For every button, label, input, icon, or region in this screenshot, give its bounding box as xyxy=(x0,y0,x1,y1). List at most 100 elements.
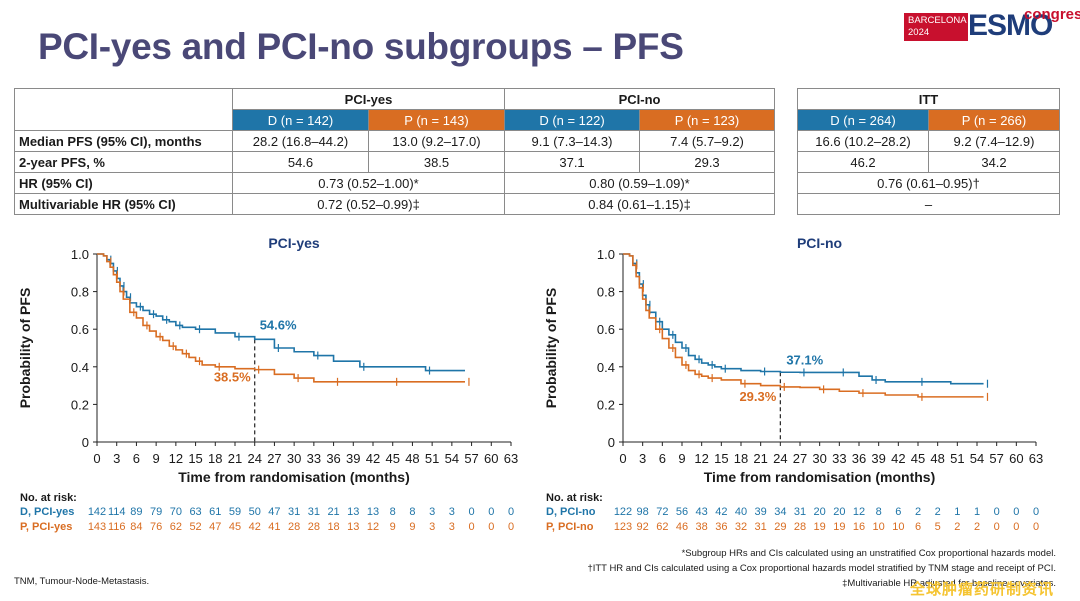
at-risk-value: 0 xyxy=(488,506,494,518)
x-tick-label: 63 xyxy=(1029,451,1043,466)
table-row: HR (95% CI) 0.73 (0.52–1.00)* 0.80 (0.59… xyxy=(14,172,776,194)
x-tick-label: 39 xyxy=(346,451,360,466)
x-tick-label: 33 xyxy=(307,451,321,466)
at-risk-value: 46 xyxy=(676,521,688,533)
at-risk-value: 2 xyxy=(915,506,921,518)
x-tick-label: 48 xyxy=(405,451,419,466)
y-tick-label: 0.6 xyxy=(71,322,89,337)
at-risk-value: 6 xyxy=(895,506,901,518)
x-tick-label: 60 xyxy=(484,451,498,466)
y-tick-label: 0.2 xyxy=(71,397,89,412)
at-risk-value: 0 xyxy=(1013,506,1019,518)
logo-suffix: congress xyxy=(1024,6,1080,23)
at-risk-value: 16 xyxy=(853,521,865,533)
at-risk-value: 61 xyxy=(209,506,221,518)
at-risk-value: 31 xyxy=(308,506,320,518)
at-risk-value: 19 xyxy=(833,521,845,533)
x-tick-label: 24 xyxy=(247,451,261,466)
at-risk-value: 20 xyxy=(833,506,845,518)
at-risk-value: 8 xyxy=(409,506,415,518)
table-cell: 9.1 (7.3–14.3) xyxy=(504,130,641,152)
y-tick-label: 0.4 xyxy=(597,360,615,375)
at-risk-value: 21 xyxy=(327,506,339,518)
table-row: – xyxy=(797,193,1060,215)
at-risk-value: 10 xyxy=(873,521,885,533)
x-tick-label: 9 xyxy=(678,451,685,466)
at-risk-value: 84 xyxy=(130,521,142,533)
table-row: 2-year PFS, % 54.6 38.5 37.1 29.3 xyxy=(14,151,776,173)
y-tick-label: 0.6 xyxy=(597,322,615,337)
at-risk-value: 0 xyxy=(508,521,514,533)
x-axis-label: Time from randomisation (months) xyxy=(178,469,410,485)
x-tick-label: 39 xyxy=(871,451,885,466)
esmo-congress-logo: BARCELONA 2024 ESMO congress xyxy=(904,6,1080,46)
x-tick-label: 63 xyxy=(504,451,518,466)
at-risk-value: 8 xyxy=(876,506,882,518)
x-tick-label: 60 xyxy=(1009,451,1023,466)
at-risk-value: 5 xyxy=(935,521,941,533)
at-risk-value: 6 xyxy=(915,521,921,533)
at-risk-heading: No. at risk: xyxy=(546,492,603,504)
at-risk-value: 62 xyxy=(656,521,668,533)
row-label: Median PFS (95% CI), months xyxy=(14,130,233,152)
x-tick-label: 30 xyxy=(287,451,301,466)
results-table-subgroups: PCI-yes PCI-no D (n = 142) P (n = 143) D… xyxy=(14,88,776,215)
x-tick-label: 45 xyxy=(385,451,399,466)
at-risk-value: 13 xyxy=(347,521,359,533)
table-row: 0.76 (0.61–0.95)† xyxy=(797,172,1060,194)
x-tick-label: 42 xyxy=(366,451,380,466)
at-risk-value: 40 xyxy=(735,506,747,518)
at-risk-value: 12 xyxy=(367,521,379,533)
x-tick-label: 12 xyxy=(694,451,708,466)
y-tick-label: 0.8 xyxy=(597,285,615,300)
at-risk-value: 0 xyxy=(994,521,1000,533)
at-risk-value: 2 xyxy=(974,521,980,533)
at-risk-value: 10 xyxy=(892,521,904,533)
x-tick-label: 33 xyxy=(832,451,846,466)
arm-header-p-pci-no: P (n = 123) xyxy=(639,109,776,131)
x-tick-label: 36 xyxy=(326,451,340,466)
x-tick-label: 57 xyxy=(464,451,478,466)
at-risk-value: 3 xyxy=(429,521,435,533)
at-risk-value: 63 xyxy=(189,506,201,518)
footnote-multivariable-hr: ‡Multivariable HR adjusted for baseline … xyxy=(842,578,1056,589)
group-header-pci-yes: PCI-yes xyxy=(231,88,506,110)
arm-header-d-itt: D (n = 264) xyxy=(797,109,929,131)
at-risk-value: 42 xyxy=(249,521,261,533)
at-risk-value: 72 xyxy=(656,506,668,518)
at-risk-value: 3 xyxy=(429,506,435,518)
table-cell: 54.6 xyxy=(232,151,369,173)
at-risk-value: 3 xyxy=(449,521,455,533)
at-risk-value: 13 xyxy=(347,506,359,518)
x-tick-label: 9 xyxy=(153,451,160,466)
logo-year: 2024 xyxy=(908,27,930,38)
at-risk-name-p-pci-yes: P, PCI-yes xyxy=(20,521,72,533)
x-tick-label: 0 xyxy=(93,451,100,466)
at-risk-value: 31 xyxy=(288,506,300,518)
at-risk-value: 79 xyxy=(150,506,162,518)
landmark-label-d-pci-no: 37.1% xyxy=(786,352,823,367)
table-cell: 0.72 (0.52–0.99)‡ xyxy=(231,193,506,215)
table-cell: 7.4 (5.7–9.2) xyxy=(639,130,776,152)
y-tick-label: 1.0 xyxy=(71,247,89,262)
x-tick-label: 21 xyxy=(228,451,242,466)
footnote-subgroup-hr: *Subgroup HRs and CIs calculated using a… xyxy=(681,548,1056,559)
landmark-label-p-pci-yes: 38.5% xyxy=(214,370,251,385)
at-risk-value: 122 xyxy=(614,506,632,518)
arm-header-d-pci-yes: D (n = 142) xyxy=(232,109,369,131)
x-tick-label: 54 xyxy=(445,451,459,466)
at-risk-value: 76 xyxy=(150,521,162,533)
at-risk-value: 0 xyxy=(488,521,494,533)
x-tick-label: 18 xyxy=(734,451,748,466)
x-tick-label: 42 xyxy=(891,451,905,466)
y-tick-label: 0.8 xyxy=(71,285,89,300)
arm-header-d-pci-no: D (n = 122) xyxy=(504,109,641,131)
at-risk-value: 56 xyxy=(676,506,688,518)
y-axis-label: Probability of PFS xyxy=(543,288,559,409)
chart-title-pci-yes: PCI-yes xyxy=(268,235,320,251)
x-tick-label: 6 xyxy=(659,451,666,466)
x-tick-label: 24 xyxy=(773,451,787,466)
y-tick-label: 0 xyxy=(608,435,615,450)
table-row: Multivariable HR (95% CI) 0.72 (0.52–0.9… xyxy=(14,193,776,215)
